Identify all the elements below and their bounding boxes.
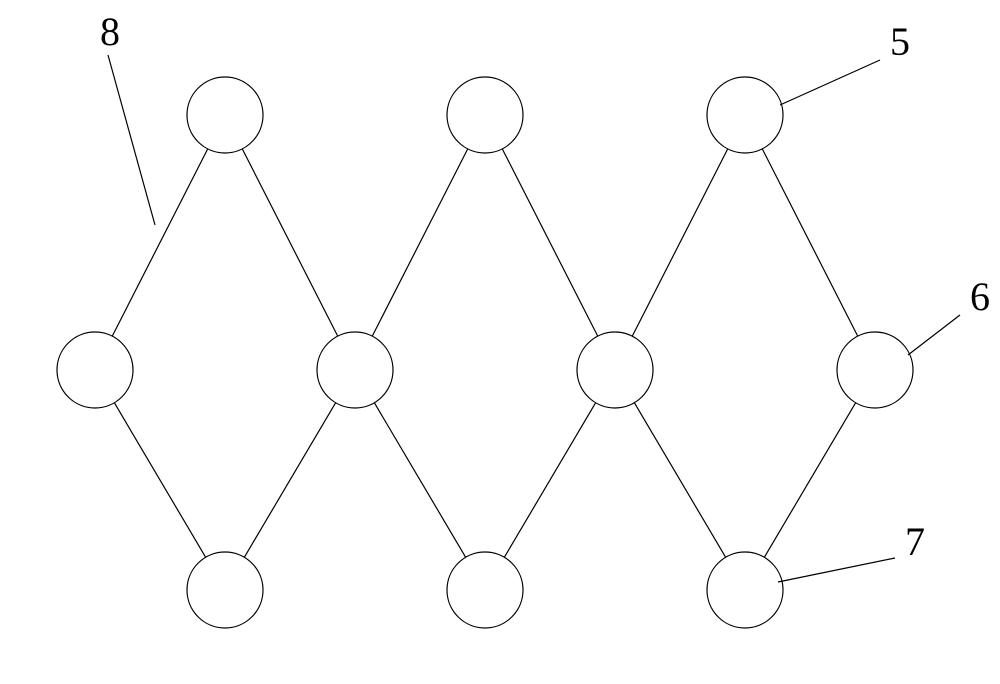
label-l7: 7: [905, 519, 925, 564]
edge: [114, 403, 205, 558]
node-t1: [187, 77, 263, 153]
label-l5: 5: [890, 19, 910, 64]
leader-line-l6: [908, 315, 960, 355]
node-m3: [577, 332, 653, 408]
edges-layer: [112, 149, 857, 557]
node-m1: [57, 332, 133, 408]
edge: [502, 149, 597, 336]
node-b1: [187, 552, 263, 628]
nodes-layer: [57, 77, 913, 628]
edge: [764, 403, 855, 558]
node-m4: [837, 332, 913, 408]
edge: [762, 149, 857, 336]
edge: [374, 403, 465, 558]
edge: [632, 149, 727, 336]
edge: [372, 149, 467, 336]
edge: [112, 149, 207, 336]
leader-line-l5: [780, 60, 880, 105]
leader-line-l7: [778, 558, 895, 582]
diagram-canvas: 8 5 6 7: [0, 0, 1000, 684]
label-l8: 8: [100, 9, 120, 54]
edge: [244, 403, 335, 558]
node-m2: [317, 332, 393, 408]
edge: [242, 149, 337, 336]
label-l6: 6: [970, 274, 990, 319]
node-t3: [707, 77, 783, 153]
node-b2: [447, 552, 523, 628]
edge: [634, 403, 725, 558]
node-b3: [707, 552, 783, 628]
leader-line-l8: [108, 55, 155, 225]
node-t2: [447, 77, 523, 153]
edge: [504, 403, 595, 558]
